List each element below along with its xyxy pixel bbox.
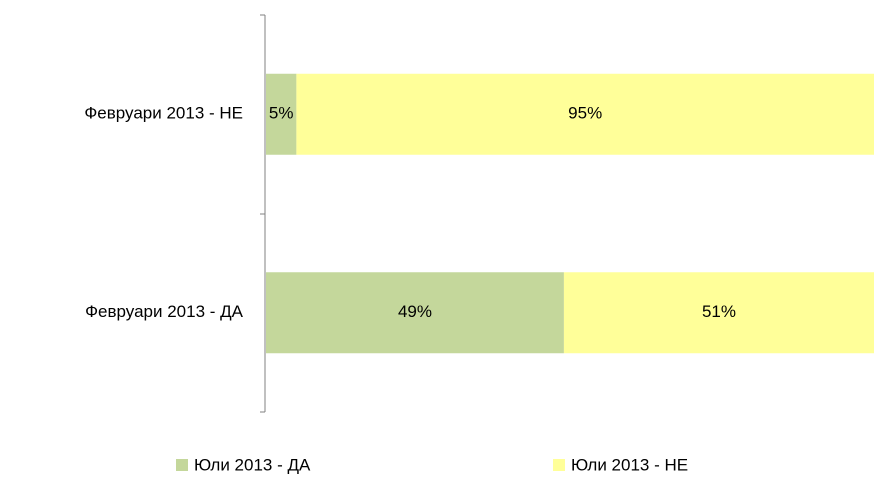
- bar-segment: [296, 73, 874, 155]
- data-label: 49%: [398, 302, 432, 321]
- legend-swatch: [553, 459, 565, 471]
- y-tick-label: Февруари 2013 - ДА: [85, 302, 244, 321]
- data-label: 5%: [269, 104, 294, 123]
- bar-segment: [563, 272, 874, 354]
- data-label: 95%: [568, 104, 602, 123]
- y-tick-label: Февруари 2013 - НЕ: [84, 104, 243, 123]
- bar-segment: [266, 272, 564, 354]
- bar-segment: [266, 73, 297, 155]
- legend-swatch: [176, 459, 188, 471]
- legend-label: Юли 2013 - НЕ: [571, 455, 688, 474]
- data-label: 51%: [702, 302, 736, 321]
- legend-label: Юли 2013 - ДА: [194, 455, 311, 474]
